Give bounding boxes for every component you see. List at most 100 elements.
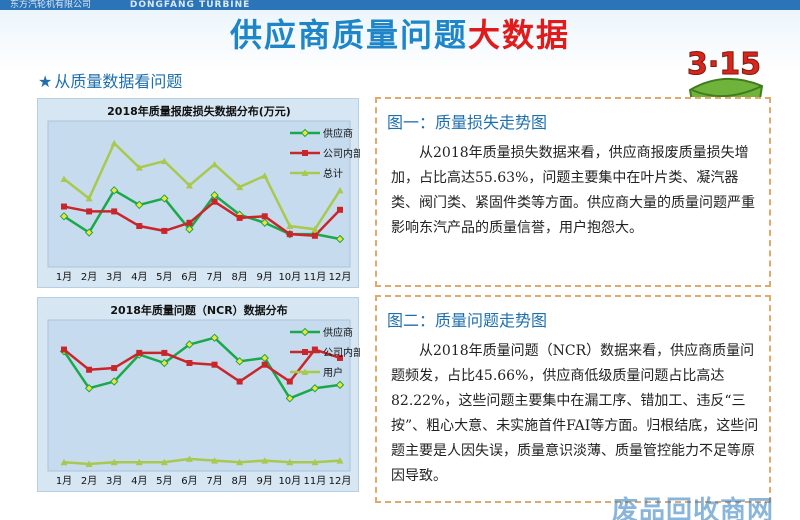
ncr-chart: 2018年质量问题（NCR）数据分布 1月 2月 3月 4月 5月 6月 7月 8月 9月 10月 1… (37, 297, 360, 492)
x-tick-label: 1月 (56, 475, 72, 487)
data-point (111, 365, 118, 372)
x-tick-label: 1月 (56, 271, 72, 283)
data-point (59, 212, 69, 221)
legend-label: 公司内部 (323, 147, 360, 160)
data-point (109, 186, 119, 195)
page-title-red: 大数据 (468, 16, 571, 54)
data-point (336, 186, 344, 194)
data-point (85, 460, 93, 467)
data-point (211, 361, 218, 368)
data-point (186, 219, 193, 226)
data-point (160, 358, 169, 368)
plot-area (47, 120, 351, 268)
data-point (185, 340, 194, 349)
x-tick-label: 6月 (181, 475, 197, 487)
data-point (261, 457, 269, 464)
data-point (336, 457, 344, 464)
chart-title: 2018年质量报废损失数据分布(万元) (107, 104, 291, 118)
x-tick-label: 6月 (181, 271, 197, 283)
x-tick-label: 2月 (81, 475, 97, 487)
x-tick-label: 9月 (257, 271, 273, 283)
data-point (335, 234, 345, 244)
data-point (85, 194, 93, 202)
series-line-internal (63, 200, 341, 238)
data-point (61, 203, 67, 210)
legend-marker (301, 368, 309, 375)
section-subtitle-text: 从质量数据看问题 (54, 72, 183, 91)
loss-trend-card: 图一：质量损失走势图 从2018年质量损失数据来看，供应商报废质量损失增加，占比… (375, 97, 771, 287)
x-tick-label: 8月 (231, 271, 247, 283)
series-line-supplier (62, 336, 341, 400)
data-point (286, 378, 293, 385)
star-icon: ★ (38, 72, 53, 91)
data-point (110, 458, 118, 466)
loss-chart: 2018年质量报废损失数据分布(万元) 1月 2月 3月 4月 5月 6月 7月 8月 9月 10月… (37, 98, 360, 288)
x-tick-label: 5月 (156, 271, 172, 283)
x-tick-label: 8月 (231, 475, 247, 487)
data-point (236, 378, 243, 385)
data-point (211, 457, 219, 464)
legend-marker (300, 128, 310, 138)
x-tick-label: 5月 (156, 475, 172, 487)
x-tick-label: 3月 (106, 271, 122, 283)
logo-cn: 东方汽轮机有限公司 (10, 0, 92, 10)
data-point (186, 360, 193, 367)
data-point (285, 394, 295, 403)
data-point (211, 198, 218, 205)
x-tick-label: 11月 (304, 271, 327, 283)
loss-trend-body: 从2018年质量损失数据来看，供应商报废质量损失增加，占比高达55.63%，问题… (391, 145, 755, 236)
data-point (337, 354, 343, 361)
data-point (86, 208, 93, 215)
data-point (135, 200, 144, 210)
data-point (261, 361, 268, 368)
data-point (61, 346, 67, 353)
legend-marker (302, 150, 308, 156)
data-point (185, 225, 194, 234)
x-tick-label: 4月 (131, 475, 147, 487)
data-point (310, 384, 320, 393)
data-point (261, 172, 269, 179)
data-point (337, 206, 343, 213)
data-point (211, 160, 219, 168)
data-point (109, 377, 119, 386)
legend-marker (302, 349, 308, 355)
data-point (260, 353, 269, 363)
legend-label: 总计 (323, 167, 343, 180)
data-point (185, 181, 193, 189)
data-point (335, 380, 345, 390)
data-point (111, 208, 118, 215)
badge-text: 3·15 (687, 47, 761, 82)
legend-label: 供应商 (323, 127, 353, 140)
data-point (311, 225, 319, 233)
data-point (311, 346, 318, 353)
x-tick-label: 7月 (206, 475, 222, 487)
data-point (60, 458, 68, 466)
page-title-blue: 供应商质量问题 (229, 16, 468, 54)
data-point (236, 183, 244, 191)
data-point (160, 194, 169, 203)
x-tick-label: 9月 (257, 475, 273, 487)
x-tick-label: 4月 (131, 271, 147, 283)
data-point (136, 223, 143, 230)
x-tick-label: 10月 (278, 271, 301, 283)
x-tick-label: 2月 (81, 271, 97, 283)
data-point (286, 222, 294, 230)
legend-label: 供应商 (323, 326, 353, 339)
data-point (136, 349, 143, 356)
section-subtitle: ★ 从质量数据看问题 (38, 68, 182, 92)
data-point (160, 458, 168, 466)
x-tick-label: 10月 (278, 475, 301, 487)
legend-label: 公司内部 (323, 346, 360, 359)
data-point (286, 458, 294, 466)
ncr-trend-card: 图二：质量问题走势图 从2018年质量问题（NCR）数据来看，供应商质量问题频发… (375, 295, 771, 503)
x-tick-label: 3月 (106, 475, 122, 487)
logo-en: DONGFANG TURBINE (129, 0, 251, 10)
data-point (135, 164, 143, 171)
data-point (311, 458, 319, 466)
data-point (84, 228, 94, 237)
company-logo: 东方汽轮机有限公司 DONGFANG TURBINE (0, 0, 260, 10)
series-line-total (63, 457, 341, 466)
data-point (260, 218, 269, 227)
x-tick-label: 7月 (206, 271, 222, 283)
watermark: 废品回收商网 (612, 496, 775, 520)
